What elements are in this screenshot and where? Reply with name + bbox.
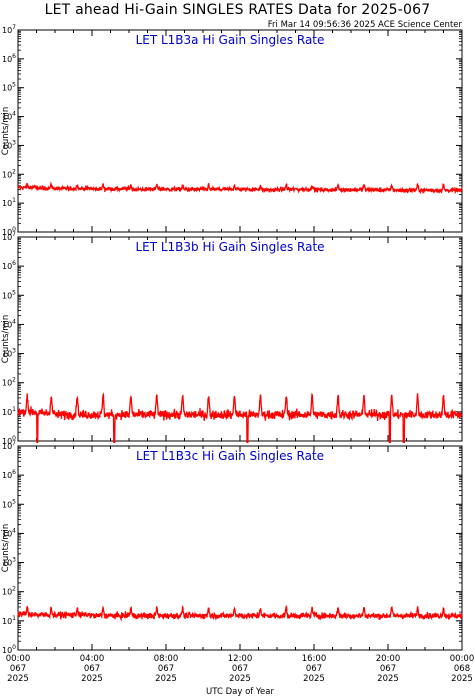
x-tick-day-label: 067: [306, 664, 322, 674]
y-axis-label: Counts/min: [1, 315, 11, 364]
x-tick-time-label: 20:00: [376, 654, 401, 664]
x-tick-year-label: 2025: [81, 674, 103, 684]
panel-title: LET L1B3c Hi Gain Singles Rate: [136, 449, 324, 463]
y-tick-label: 106: [2, 53, 16, 64]
y-tick-label: 106: [2, 469, 16, 480]
y-tick-label: 105: [2, 498, 16, 509]
y-tick-label: 103: [2, 139, 16, 150]
y-tick-label: 107: [2, 231, 16, 242]
generation-timestamp: Fri Mar 14 09:56:36 2025 ACE Science Cen…: [267, 20, 462, 30]
x-tick-day-label: 067: [10, 664, 26, 674]
data-series-line: [17, 604, 463, 622]
y-tick-label: 100: [2, 644, 16, 655]
y-tick-label: 101: [2, 406, 16, 417]
y-axis-label: Counts/min: [1, 524, 11, 573]
x-tick-day-label: 067: [380, 664, 396, 674]
x-tick-time-label: 04:00: [80, 654, 105, 664]
x-tick-time-label: 08:00: [154, 654, 179, 664]
x-tick-year-label: 2025: [451, 674, 473, 684]
y-tick-label: 104: [2, 527, 16, 538]
x-tick-day-label: 067: [158, 664, 174, 674]
y-tick-label: 105: [2, 82, 16, 93]
x-tick-year-label: 2025: [377, 674, 399, 684]
x-tick-time-label: 12:00: [228, 654, 253, 664]
x-tick-time-label: 00:00: [450, 654, 475, 664]
x-tick-day-label: 068: [454, 664, 470, 674]
x-tick-day-label: 067: [84, 664, 100, 674]
x-tick-year-label: 2025: [303, 674, 325, 684]
y-tick-label: 106: [2, 260, 16, 271]
x-tick-time-label: 16:00: [302, 654, 327, 664]
y-tick-label: 103: [2, 557, 16, 568]
x-tick-year-label: 2025: [229, 674, 251, 684]
y-axis-label: Counts/min: [1, 107, 11, 156]
panel-frame: [17, 445, 463, 651]
panel-title: LET L1B3a Hi Gain Singles Rate: [136, 33, 325, 47]
chart-main-title: LET ahead Hi-Gain SINGLES RATES Data for…: [44, 2, 431, 18]
y-tick-label: 101: [2, 615, 16, 626]
x-axis-label: UTC Day of Year: [206, 687, 274, 697]
y-tick-label: 101: [2, 197, 16, 208]
y-tick-label: 102: [2, 377, 16, 388]
x-tick-year-label: 2025: [7, 674, 29, 684]
y-tick-label: 102: [2, 586, 16, 597]
data-series-line: [17, 181, 463, 195]
y-tick-label: 103: [2, 348, 16, 359]
y-tick-label: 104: [2, 318, 16, 329]
y-tick-label: 102: [2, 168, 16, 179]
y-tick-label: 100: [2, 435, 16, 446]
y-tick-label: 104: [2, 111, 16, 122]
x-tick-year-label: 2025: [155, 674, 177, 684]
y-tick-label: 107: [2, 440, 16, 451]
data-series-line: [17, 392, 463, 443]
panel-frame: [17, 29, 463, 233]
x-tick-day-label: 067: [232, 664, 248, 674]
y-tick-label: 107: [2, 24, 16, 35]
y-tick-label: 100: [2, 226, 16, 237]
y-tick-label: 105: [2, 289, 16, 300]
panel-title: LET L1B3b Hi Gain Singles Rate: [135, 240, 324, 254]
panel-frame: [17, 236, 463, 442]
x-tick-time-label: 00:00: [6, 654, 31, 664]
